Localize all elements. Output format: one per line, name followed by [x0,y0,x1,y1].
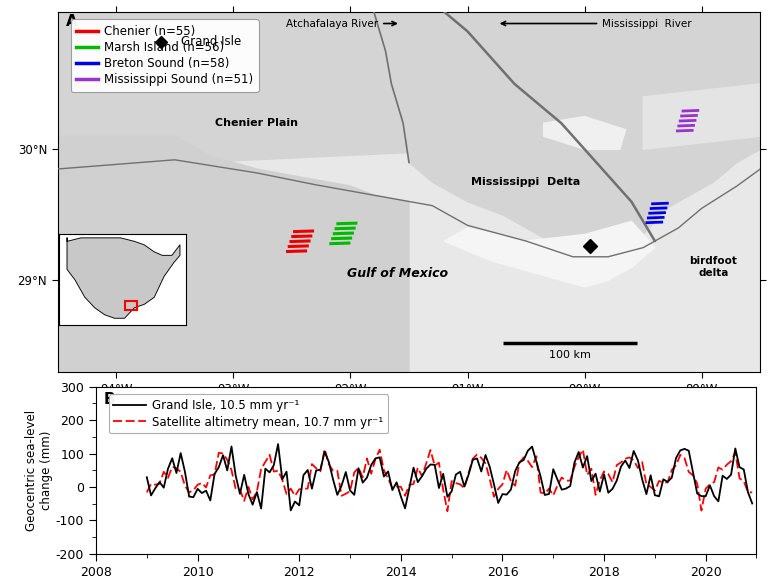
Line: Satellite altimetry mean, 10.7 mm yr⁻¹: Satellite altimetry mean, 10.7 mm yr⁻¹ [147,449,752,511]
Text: Atchafalaya River: Atchafalaya River [286,19,396,29]
Grand Isle, 10.5 mm yr⁻¹ [231,472,240,479]
Legend: Chenier (n=55), Marsh Island (n=56), Breton Sound (n=58), Mississippi Sound (n=5: Chenier (n=55), Marsh Island (n=56), Bre… [71,19,259,92]
Satellite altimetry mean, 10.7 mm yr⁻¹ [333,467,342,474]
Satellite altimetry mean, 10.7 mm yr⁻¹ [142,489,151,496]
Grand Isle, 10.5 mm yr⁻¹ [273,441,283,448]
Polygon shape [544,117,626,149]
Polygon shape [444,222,655,287]
Satellite altimetry mean, 10.7 mm yr⁻¹ [582,471,591,478]
Satellite altimetry mean, 10.7 mm yr⁻¹ [646,483,655,490]
Polygon shape [409,12,760,261]
Satellite altimetry mean, 10.7 mm yr⁻¹ [320,445,329,452]
Polygon shape [644,84,760,149]
Text: A: A [66,13,78,29]
Line: Grand Isle, 10.5 mm yr⁻¹: Grand Isle, 10.5 mm yr⁻¹ [147,444,752,510]
Grand Isle, 10.5 mm yr⁻¹ [637,476,647,483]
Grand Isle, 10.5 mm yr⁻¹ [646,472,655,479]
Text: Chenier Plain: Chenier Plain [215,118,298,128]
Text: B: B [104,392,115,407]
Polygon shape [67,238,180,318]
Bar [125,301,137,310]
Y-axis label: Geocentric sea-level
change (mm): Geocentric sea-level change (mm) [25,410,53,531]
Grand Isle, 10.5 mm yr⁻¹ [286,507,296,514]
Satellite altimetry mean, 10.7 mm yr⁻¹ [443,507,452,515]
Text: birdfoot
delta: birdfoot delta [690,257,737,278]
Text: Grand Isle: Grand Isle [180,35,241,49]
Text: 100 km: 100 km [549,350,591,360]
Grand Isle, 10.5 mm yr⁻¹ [582,452,591,459]
Text: Mississippi  Delta: Mississippi Delta [472,177,581,187]
Legend: Grand Isle, 10.5 mm yr⁻¹, Satellite altimetry mean, 10.7 mm yr⁻¹: Grand Isle, 10.5 mm yr⁻¹, Satellite alti… [108,394,388,433]
Grand Isle, 10.5 mm yr⁻¹ [747,500,756,507]
Grand Isle, 10.5 mm yr⁻¹ [184,493,194,500]
Grand Isle, 10.5 mm yr⁻¹ [142,473,151,481]
Text: Mississippi  River: Mississippi River [502,19,692,29]
Polygon shape [58,12,760,169]
Grand Isle, 10.5 mm yr⁻¹ [337,482,346,489]
Satellite altimetry mean, 10.7 mm yr⁻¹ [231,486,240,493]
Text: Gulf of Mexico: Gulf of Mexico [346,267,448,280]
Satellite altimetry mean, 10.7 mm yr⁻¹ [637,459,647,466]
Satellite altimetry mean, 10.7 mm yr⁻¹ [184,489,194,496]
Polygon shape [58,136,409,372]
Satellite altimetry mean, 10.7 mm yr⁻¹ [747,489,756,496]
